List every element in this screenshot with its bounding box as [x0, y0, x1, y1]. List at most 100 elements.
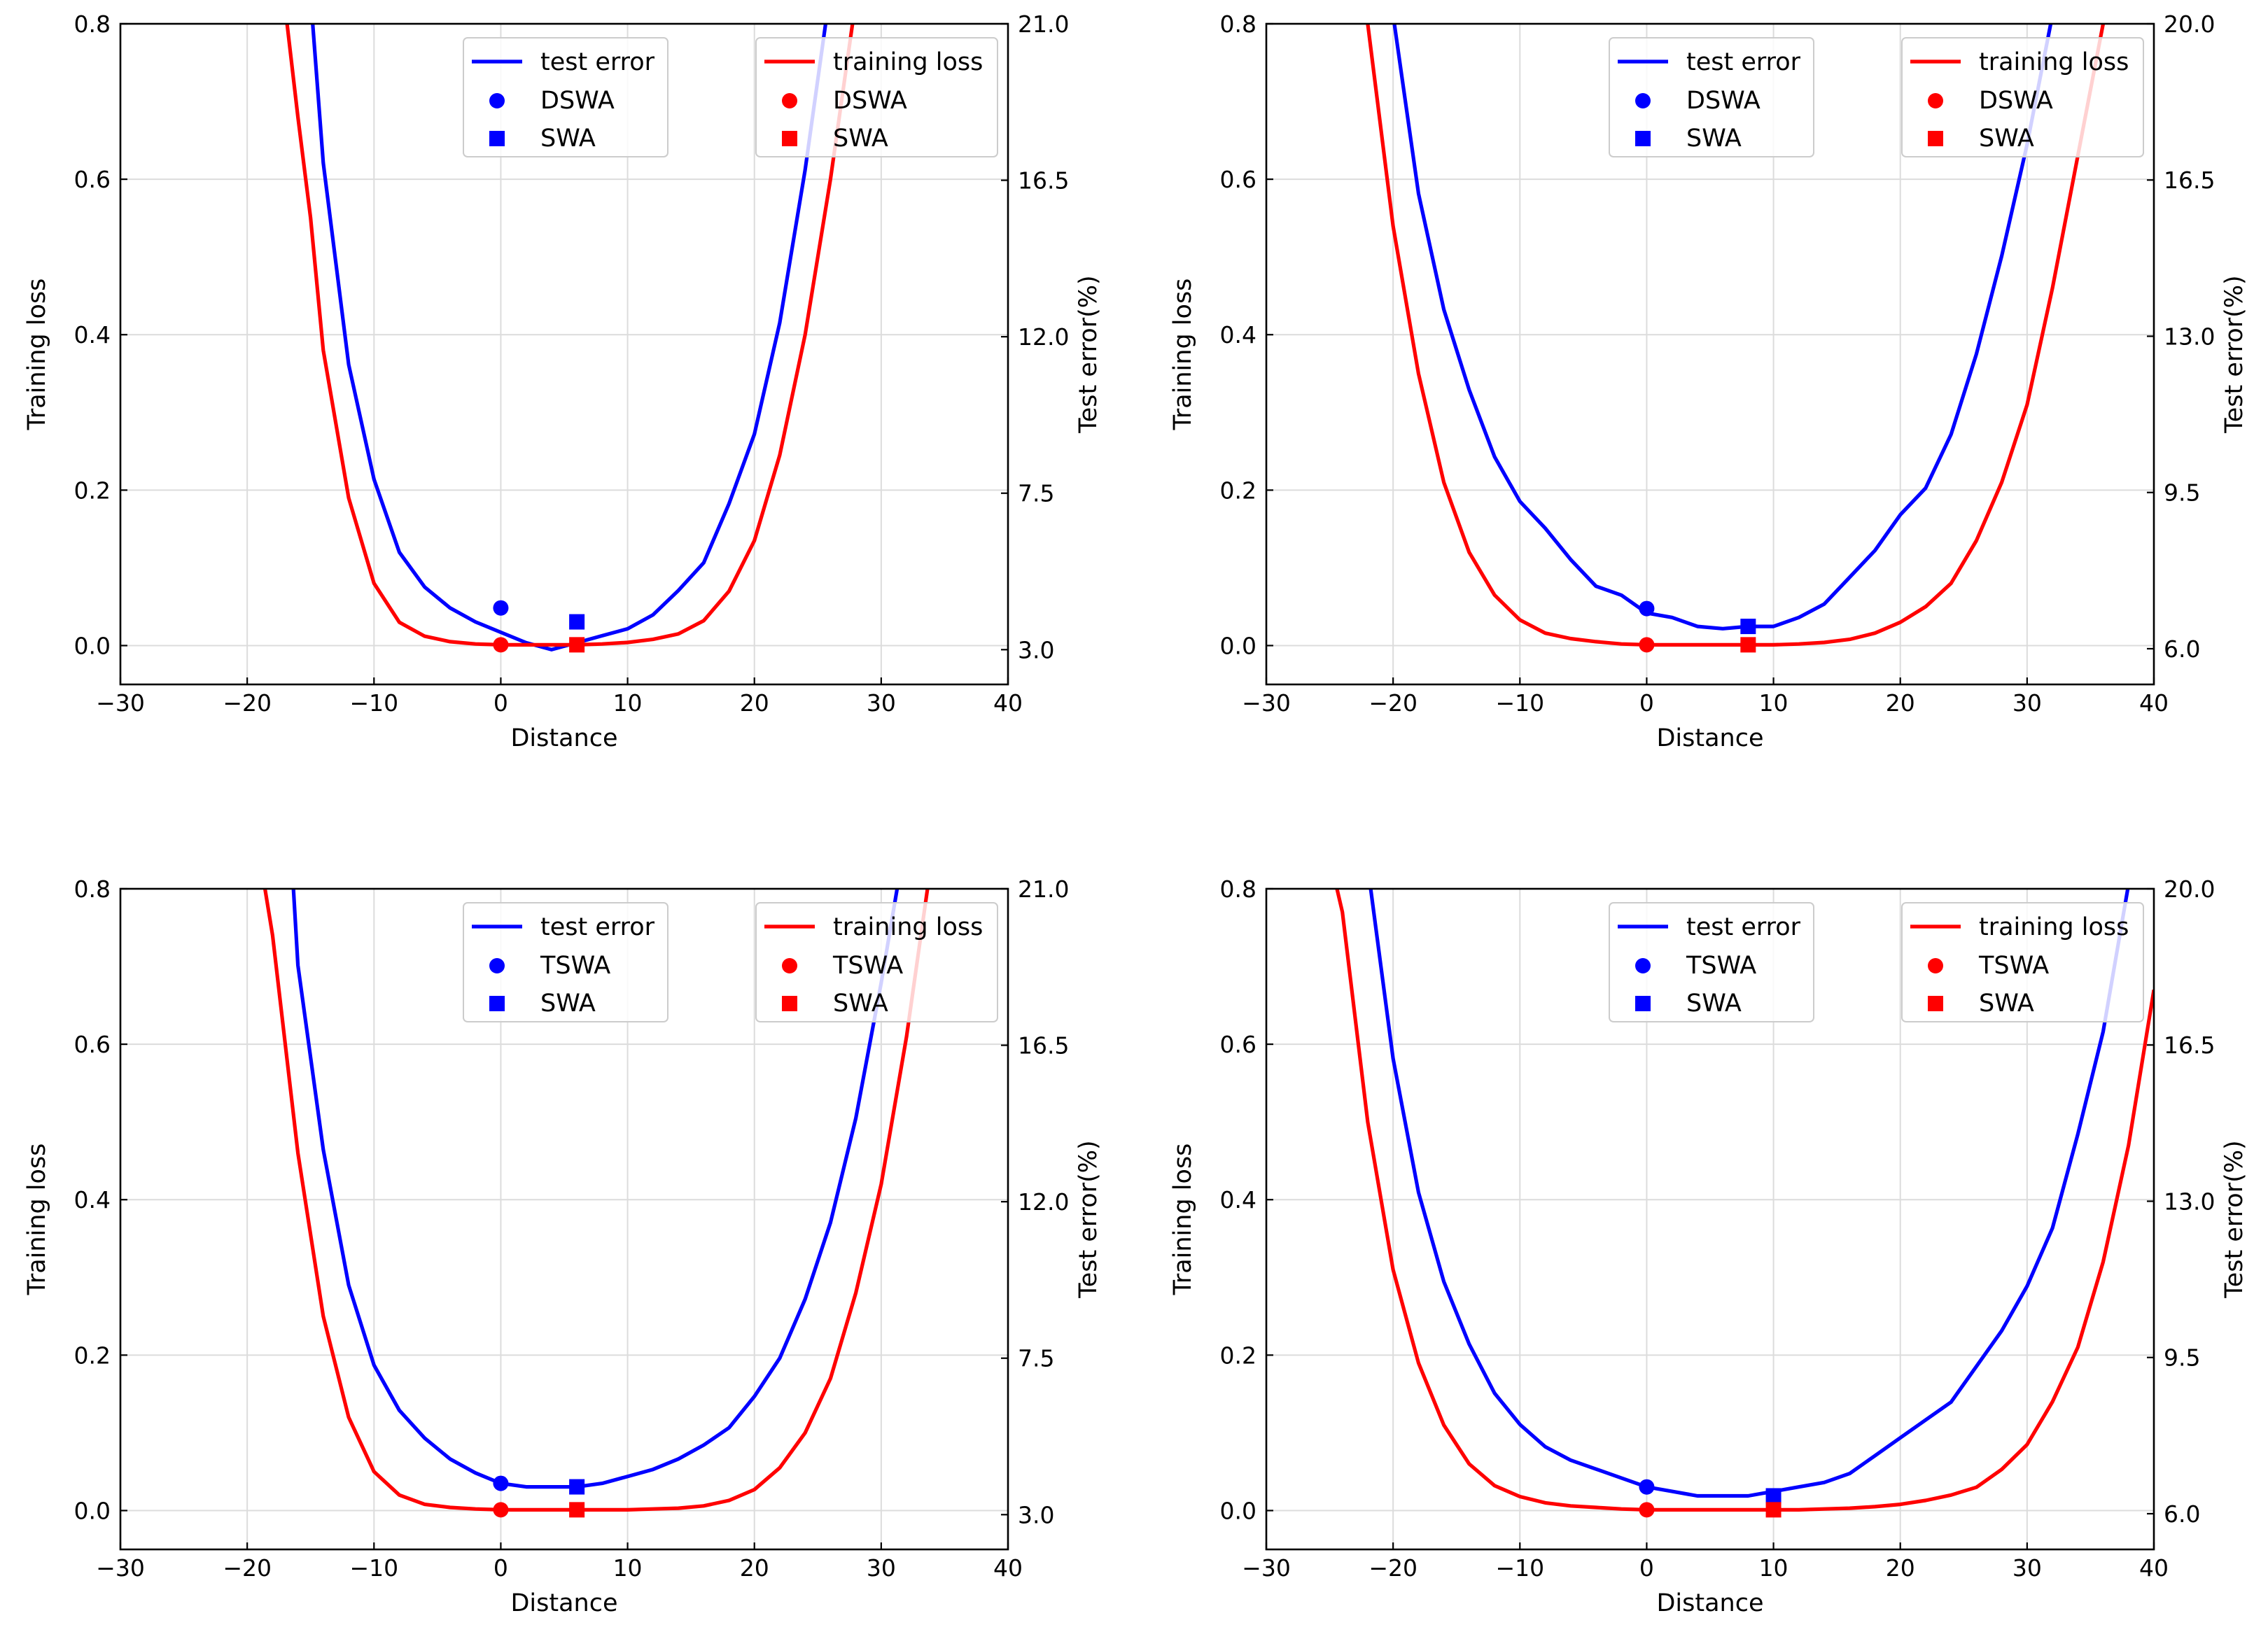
x-tick-label: 40: [993, 689, 1023, 717]
chart-panel-1: −30 −20 −10 0 10 20 30 40 0.0 0.2 0.4 0.6 0.8 3.0 7.5 1…: [23, 10, 1102, 752]
legend-frame: [463, 902, 668, 1022]
y-right-tick-label: 13.0: [2164, 323, 2215, 350]
legend-baseline-label: SWA: [1979, 125, 2034, 153]
x-tick-label: 10: [1759, 1554, 1788, 1582]
y-right-tick-label: 21.0: [1018, 875, 1069, 903]
x-tick-label: −20: [223, 689, 272, 717]
test-error-tswa-marker: [1639, 1479, 1655, 1495]
y-tick-label: 0.8: [1220, 10, 1256, 38]
legend-baseline-label: SWA: [1686, 125, 1742, 153]
x-tick-label: −30: [96, 689, 145, 717]
test-error-line: [1368, 889, 2130, 1498]
x-tick-label: 20: [1886, 689, 1915, 717]
legend-title: training loss: [1979, 913, 2129, 941]
y-right-tick-label: 3.0: [1018, 636, 1054, 663]
y-right-tick-label: 3.0: [1018, 1501, 1054, 1528]
test-error-line: [1392, 24, 2053, 631]
test-error-line: [291, 889, 899, 1489]
legend-title: test error: [540, 913, 655, 941]
plot-area: [262, 889, 930, 1518]
legend-frame: [1609, 37, 1814, 157]
y-tick-label: 0.2: [1220, 477, 1256, 504]
legend-square-swatch: [1635, 131, 1651, 146]
x-axis-label: Distance: [1656, 1589, 1763, 1617]
legend-method-label: DSWA: [540, 87, 615, 115]
y-right-axis-label: Test error(%): [2220, 1140, 2248, 1298]
x-tick-label: 40: [993, 1554, 1023, 1582]
y-right-tick-label: 20.0: [2164, 10, 2215, 38]
x-tick-label: 40: [2139, 689, 2169, 717]
y-tick-label: 0.0: [1220, 632, 1256, 659]
x-tick-label: 30: [867, 1554, 896, 1582]
y-tick-label: 0.0: [74, 632, 111, 659]
y-right-tick-label: 7.5: [1018, 1345, 1054, 1372]
legend-baseline-label: SWA: [1686, 990, 1742, 1018]
y-right-tick-label: 16.5: [1018, 1032, 1069, 1060]
legend-circle-swatch: [1635, 93, 1651, 108]
y-right-tick-label: 6.0: [2164, 635, 2200, 663]
training-loss-line: [262, 889, 930, 1512]
legend-baseline-label: SWA: [540, 125, 596, 153]
x-tick-label: 40: [2139, 1554, 2169, 1582]
x-tick-label: 10: [613, 689, 643, 717]
x-tick-label: 0: [493, 689, 508, 717]
y-right-tick-label: 13.0: [2164, 1188, 2215, 1215]
x-tick-label: 0: [1639, 689, 1654, 717]
legend-frame: [463, 37, 668, 157]
test-error-swa-marker: [1740, 619, 1756, 635]
y-tick-label: 0.4: [74, 1186, 111, 1214]
y-axis-label: Training loss: [23, 1144, 51, 1296]
y-right-tick-label: 16.5: [1018, 167, 1069, 195]
legend-circle-swatch: [782, 958, 797, 973]
test-error-tswa-marker: [493, 1475, 509, 1491]
legend-square-swatch: [782, 131, 797, 146]
plot-area: [1366, 24, 2106, 653]
legend-test-error: test error DSWA SWA: [463, 37, 668, 157]
y-tick-label: 0.4: [74, 321, 111, 349]
y-right-tick-label: 16.5: [2164, 167, 2215, 194]
legend-baseline-label: SWA: [1979, 990, 2034, 1018]
x-tick-label: −10: [349, 1554, 398, 1582]
x-tick-label: −10: [349, 689, 398, 717]
legend-method-label: TSWA: [1686, 952, 1756, 980]
plot-frame: [1265, 887, 2155, 1551]
legend-frame: [755, 37, 998, 157]
test-error-swa-marker: [569, 614, 585, 630]
legend-square-swatch: [1928, 996, 1943, 1011]
y-tick-label: 0.6: [74, 1031, 111, 1058]
y-tick-label: 0.4: [1220, 321, 1256, 349]
y-tick-label: 0.8: [74, 875, 111, 903]
y-right-tick-label: 9.5: [2164, 1344, 2200, 1372]
legend-method-label: DSWA: [1979, 87, 2053, 115]
x-axis-label: Distance: [510, 724, 617, 752]
legend-title: test error: [540, 48, 655, 76]
legend-circle-swatch: [1928, 93, 1943, 108]
chart-panel-2: −30 −20 −10 0 10 20 30 40 0.0 0.2 0.4 0.6 0.8 6.0 9.5 1…: [1169, 10, 2248, 752]
training-loss-swa-marker: [569, 637, 585, 653]
training-loss-swa-marker: [569, 1502, 585, 1518]
legend-square-swatch: [1928, 131, 1943, 146]
legend-circle-swatch: [489, 958, 505, 973]
plot-area: [285, 24, 855, 653]
training-loss-line: [1335, 889, 2154, 1512]
test-error-line: [311, 24, 828, 652]
y-tick-label: 0.4: [1220, 1186, 1256, 1214]
legend-test-error: test error TSWA SWA: [463, 902, 668, 1022]
legend-test-error: test error TSWA SWA: [1609, 902, 1814, 1022]
test-error-dswa-marker: [493, 600, 509, 616]
x-tick-label: 10: [1759, 689, 1788, 717]
plot-frame: [119, 22, 1009, 686]
legend-method-label: DSWA: [833, 87, 907, 115]
legend-title: test error: [1686, 913, 1801, 941]
y-right-tick-label: 9.5: [2164, 479, 2200, 507]
legend-square-swatch: [1635, 996, 1651, 1011]
legend-square-swatch: [489, 131, 505, 146]
legend-test-error: test error DSWA SWA: [1609, 37, 1814, 157]
x-tick-label: −10: [1495, 689, 1544, 717]
legend-frame: [755, 902, 998, 1022]
legend-training-loss: training loss DSWA SWA: [1901, 37, 2144, 157]
chart-panel-4: −30 −20 −10 0 10 20 30 40 0.0 0.2 0.4 0.6 0.8 6.0 9.5 1…: [1169, 875, 2248, 1617]
x-tick-label: −30: [96, 1554, 145, 1582]
y-right-tick-label: 7.5: [1018, 480, 1054, 507]
